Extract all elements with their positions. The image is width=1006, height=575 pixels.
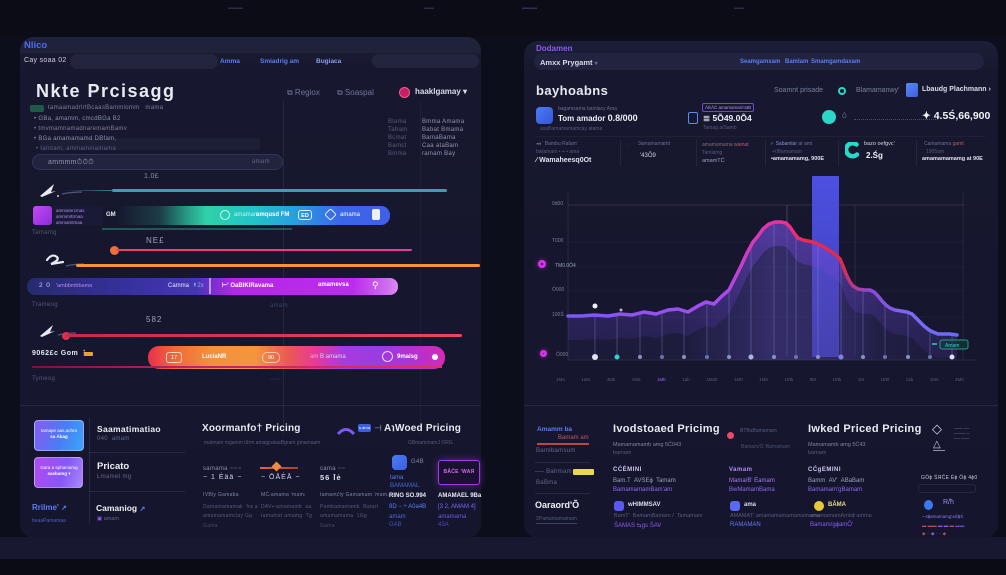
svg-text:Amam: Amam	[945, 343, 959, 349]
